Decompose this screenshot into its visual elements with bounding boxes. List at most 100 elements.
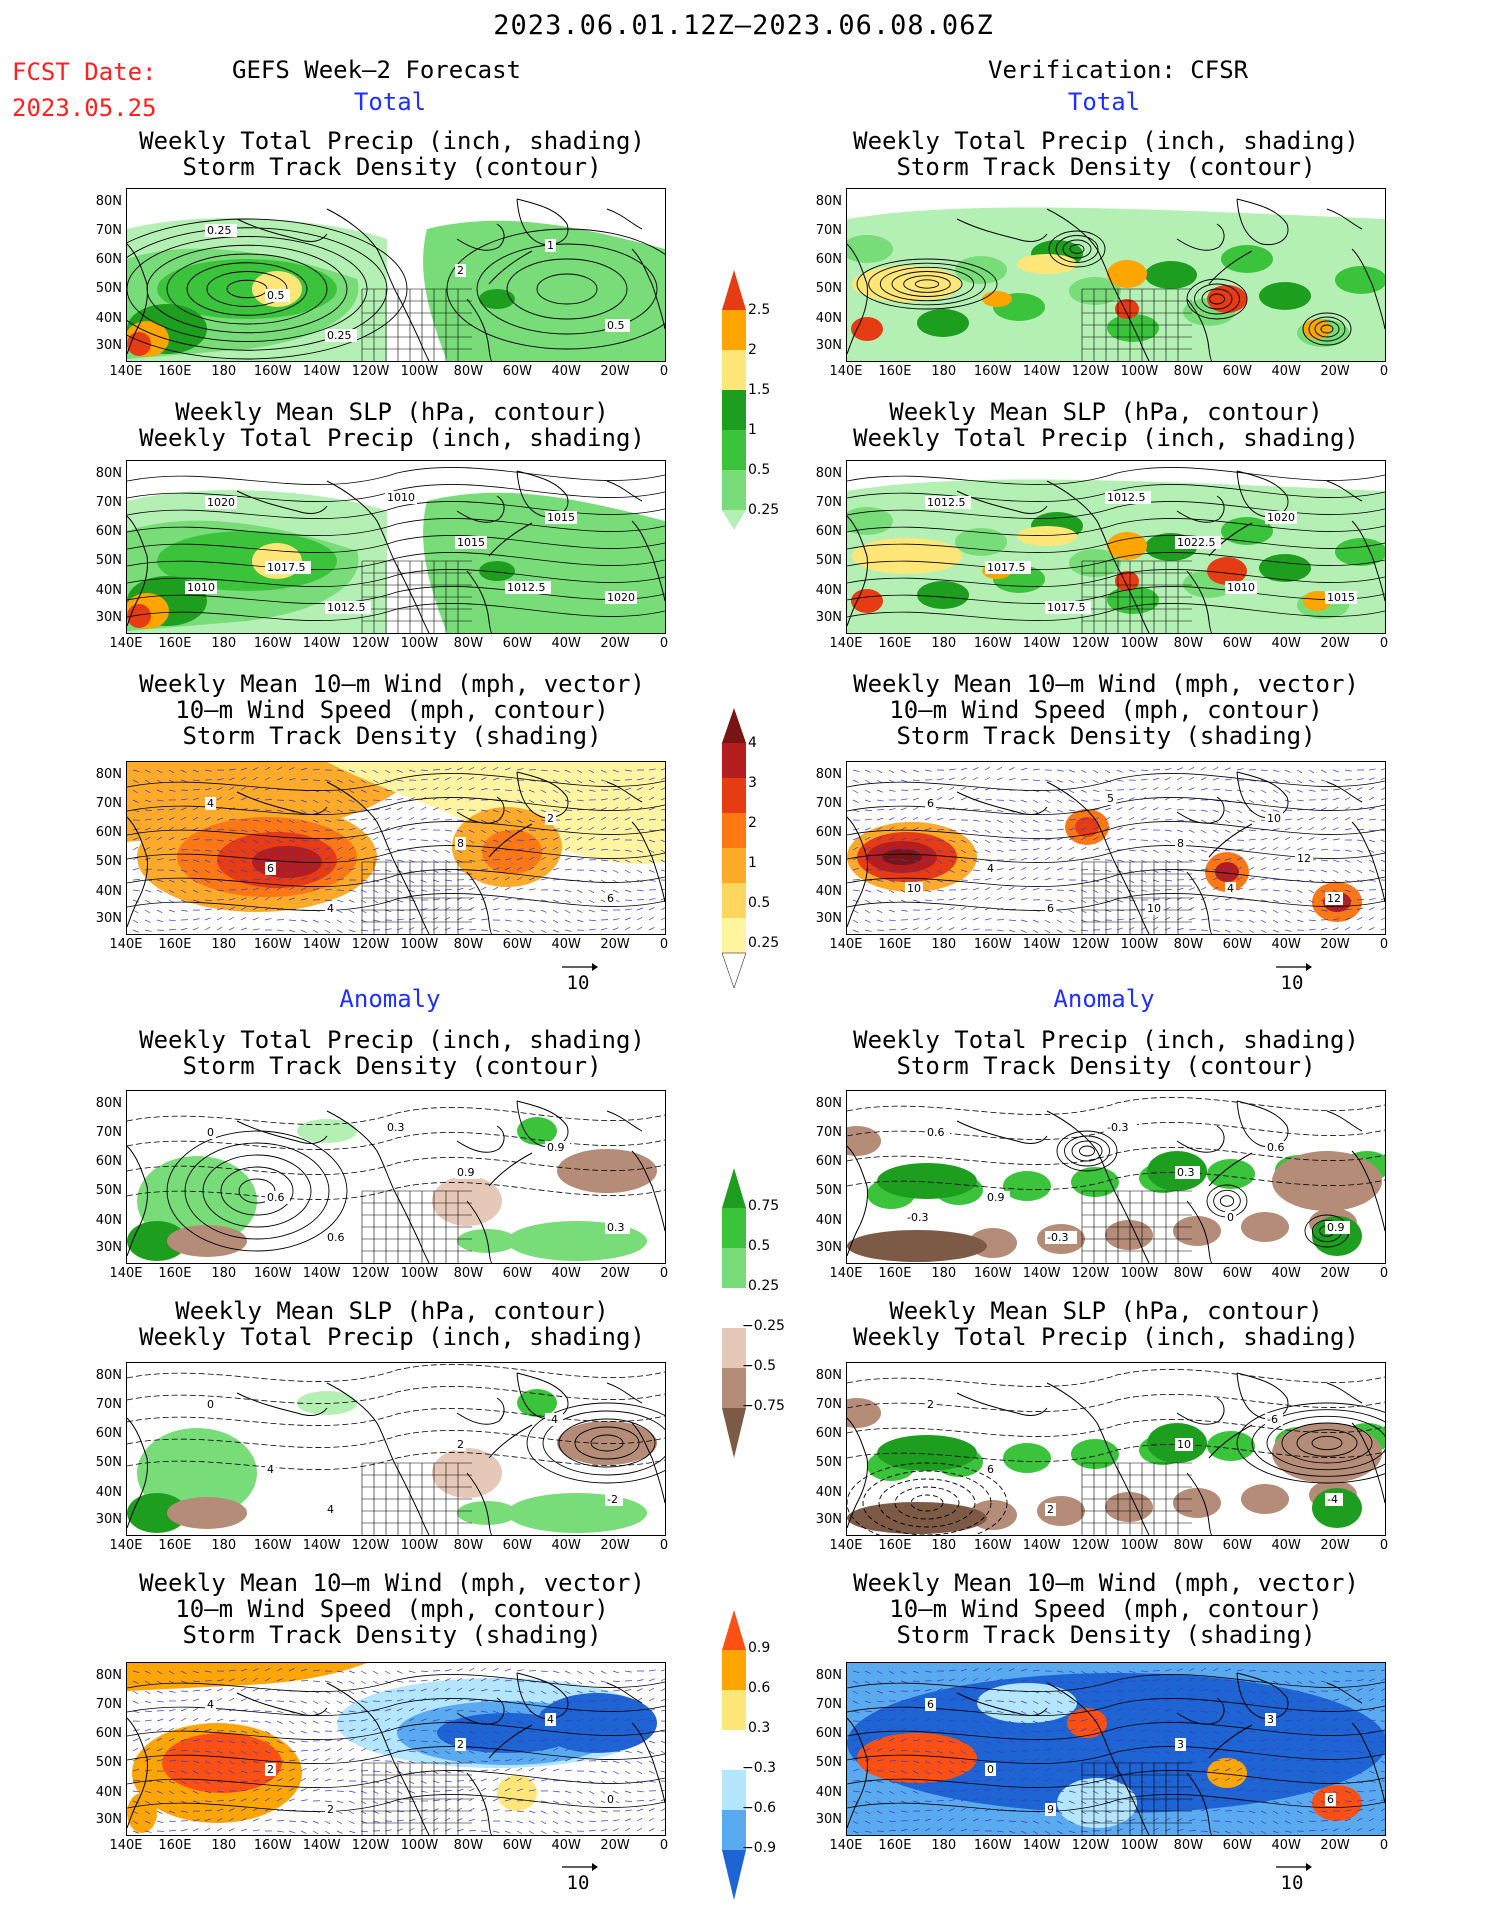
cbar-label: 2 (748, 815, 757, 831)
shade-region (1003, 1443, 1051, 1473)
panel-title-fc-total-precip: Weekly Total Precip (inch, shading) Storm… (139, 127, 645, 181)
shade-region (517, 1117, 557, 1145)
lat-tick-label: 50N (95, 1455, 122, 1471)
cbar-label: 2.5 (748, 302, 771, 318)
contour-label-bg (455, 1438, 466, 1451)
contour-lines (1302, 312, 1352, 346)
lat-tick-label: 60N (815, 825, 842, 841)
contour-label-bg (1045, 601, 1091, 614)
lon-tick-label: 20W (1320, 364, 1350, 379)
state-borders (361, 861, 472, 934)
contour-label-bg (605, 319, 630, 332)
contour-label-bg (1265, 511, 1297, 524)
lon-tick-label: 160W (253, 636, 292, 651)
shade-region (162, 1733, 282, 1793)
lat-tick-label: 80N (95, 465, 122, 481)
contour-label: 1017.5 (987, 561, 1026, 574)
shade-region (507, 1493, 647, 1533)
lon-tick-label: 20W (600, 364, 630, 379)
cbar-label: 0.25 (748, 502, 780, 518)
cbar-label: 0.25 (748, 935, 780, 951)
lat-tick-label: 70N (815, 1125, 842, 1140)
shade-region (977, 1683, 1077, 1723)
lon-tick-label: 160W (253, 1538, 292, 1553)
shade-region (852, 538, 962, 574)
lon-tick-label: 100W (400, 636, 439, 651)
contour-label: 0.9 (547, 1141, 565, 1154)
lat-tick-label: 80N (95, 193, 122, 209)
wind-vectors (132, 1667, 665, 1835)
contour-label: 2 (267, 1763, 274, 1776)
contour-label-bg (265, 1463, 276, 1476)
coastline (127, 470, 665, 633)
shade-region (1303, 319, 1331, 339)
lat-tick-label: 40N (815, 310, 842, 326)
contour-label-bg (205, 224, 237, 237)
lon-tick-label: 160E (158, 937, 192, 952)
shade-region (482, 830, 542, 874)
panel-title-ver-anom-wind: Weekly Mean 10—m Wind (mph, vector) 10—m … (853, 1569, 1359, 1649)
lat-tick-label: 70N (815, 1697, 842, 1712)
lat-tick-label: 70N (95, 1397, 122, 1412)
shade-region (1145, 261, 1197, 289)
lon-tick-label: 140E (829, 1538, 863, 1553)
cbar-label: 1 (748, 855, 757, 871)
shade-region (1107, 532, 1147, 560)
map-panel-ver-anom-precip: 0.6 0.9 0.3 0.6 0.9 -0.3 -0.3 0 -0.3 (846, 1090, 1386, 1264)
panel-title-fc-total-slp: Weekly Mean SLP (hPa, contour) Weekly Tot… (139, 398, 645, 452)
contour-label-bg (1175, 837, 1186, 850)
verification-heading: Verification: CFSR (988, 56, 1249, 84)
cbar-label: 0.3 (748, 1720, 771, 1736)
contour-label: 0 (607, 1793, 614, 1806)
lon-tick-label: 160W (973, 937, 1012, 952)
contour-label: 2 (457, 1738, 464, 1751)
contour-label: 0.25 (207, 224, 232, 237)
lon-tick-label: 60W (1222, 1538, 1252, 1553)
contour-label-bg (1265, 1141, 1290, 1154)
lat-tick-label: 80N (95, 1667, 122, 1683)
cbar-label: −0.9 (742, 1840, 776, 1856)
contour-label-bg (545, 812, 556, 825)
cbar-label: 0.25 (748, 1278, 780, 1294)
section-anomaly-left: Anomaly (339, 985, 441, 1013)
lon-tick-label: 60W (1222, 364, 1252, 379)
contour-label-bg (1225, 1211, 1236, 1224)
contour-label-bg (985, 1191, 1010, 1204)
shade-region (917, 581, 969, 609)
shade-region (167, 1497, 247, 1529)
contour-label: 1012.5 (327, 601, 366, 614)
lon-tick-label: 160W (253, 1266, 292, 1281)
lat-tick-label: 30N (815, 1240, 842, 1256)
contour-label-bg (265, 289, 290, 302)
contour-label: -4 (547, 1413, 558, 1426)
lon-tick-label: 120W (351, 1266, 390, 1281)
lon-tick-label: 140W (302, 636, 341, 651)
contour-label: 4 (207, 797, 214, 810)
shade-region (127, 1221, 187, 1261)
cbar-label: 3 (748, 775, 757, 791)
lon-tick-label: 140E (109, 636, 143, 651)
lat-tick-label: 80N (815, 1095, 842, 1111)
lon-tick-label: 160E (878, 1266, 912, 1281)
coastline (847, 771, 1385, 934)
contour-label-bg (265, 561, 311, 574)
contour-lines (127, 467, 665, 621)
contour-label: 0 (207, 1398, 214, 1411)
lon-tick-label: 20W (1320, 937, 1350, 952)
shade-region (955, 256, 1007, 284)
contour-label: 0.9 (457, 1166, 475, 1179)
contour-label-bg (1295, 852, 1313, 865)
cbar-label: −0.25 (742, 1318, 785, 1334)
state-borders (361, 1190, 472, 1263)
lon-tick-label: 180 (211, 364, 237, 379)
panel-title-ver-anom-slp: Weekly Mean SLP (hPa, contour) Weekly Tot… (853, 1297, 1359, 1351)
lon-tick-label: 140W (302, 364, 341, 379)
contour-label-bg (1105, 792, 1116, 805)
lon-tick-label: 120W (351, 937, 390, 952)
lon-tick-label: 0 (659, 364, 669, 379)
lon-tick-label: 140W (302, 1538, 341, 1553)
lat-tick-label: 80N (815, 1667, 842, 1683)
contour-label-bg (605, 1221, 630, 1234)
shade-region (297, 1391, 357, 1415)
contour-label-bg (325, 1231, 350, 1244)
